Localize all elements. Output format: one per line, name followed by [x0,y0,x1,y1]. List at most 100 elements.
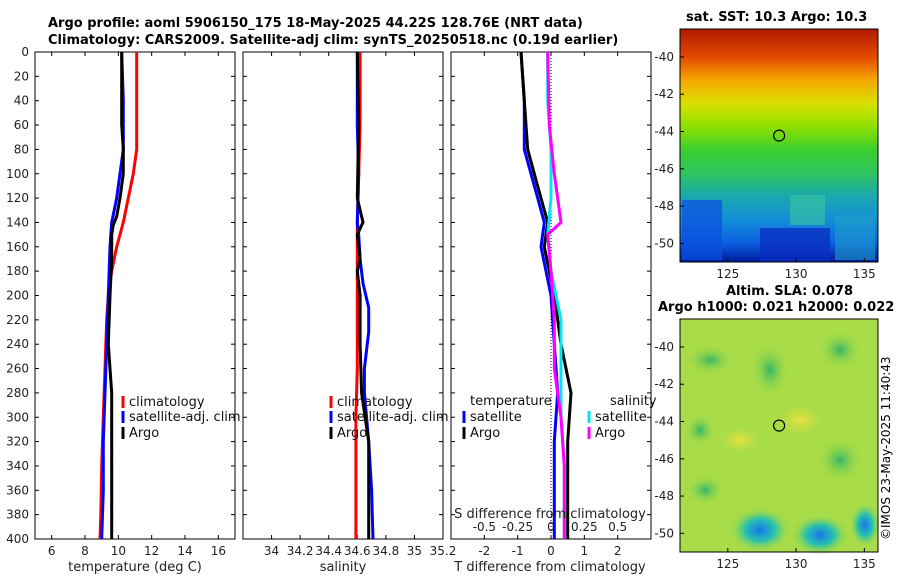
salinity-axes [242,51,444,540]
temperature-axes [34,51,236,540]
depth-tick-label: 240 [6,337,29,351]
depth-tick-label: 200 [6,289,29,303]
depth-tick-label: 140 [6,215,29,229]
sst-map: -40 -42 -44 -46 -48 -50 125 130 135 [654,28,879,281]
depth-tick-label: 280 [6,386,29,400]
xtick-label: 34.8 [372,544,399,558]
temperature-legend: climatology satellite-adj. clim Argo [121,395,241,441]
xtick-label: 0 [547,544,555,558]
lat-tick-label: -40 [654,340,674,354]
legend-s-argo: Argo [595,426,625,441]
legend-argo: Argo [129,426,159,441]
sdiff-tick-label: 0.5 [608,520,627,534]
depth-tick-label: 180 [6,264,29,278]
depth-tick-label: 220 [6,313,29,327]
depth-tick-label: 260 [6,362,29,376]
xtick-label: 34.2 [287,544,314,558]
depth-tick-label: 380 [6,508,29,522]
depth-tick-label: 0 [21,45,29,59]
lon-tick-label: 125 [716,557,739,571]
depth-tick-label: 400 [6,532,29,546]
xtick-label: 12 [144,544,159,558]
lat-tick-label: -40 [654,50,674,64]
difference-legend: temperature satellite Argo salinity sate… [462,394,657,441]
xtick-label: 10 [111,544,126,558]
series-line-argo [106,52,125,539]
xtick-label: 35 [407,544,422,558]
lon-tick-label: 135 [853,557,876,571]
climatology-title: Climatology: CARS2009. Satellite-adj cli… [48,33,619,48]
legend-salinity-title: salinity [610,394,657,409]
xtick-label: 16 [211,544,226,558]
legend-climatology: climatology [129,395,205,410]
lat-tick-label: -50 [654,236,674,250]
lat-tick-label: -44 [654,125,674,139]
float-location-marker [772,129,786,142]
xtick-label: 1 [581,544,589,558]
lon-tick-label: 130 [785,557,808,571]
depth-tick-label: 60 [14,118,29,132]
legend-satellite: satellite-adj. clim [129,410,241,425]
lat-tick-label: -50 [654,526,674,540]
sdiff-tick-label: 0.25 [571,520,598,534]
depth-tick-label: 40 [14,94,29,108]
depth-tick-label: 160 [6,240,29,254]
xtick-label: 6 [48,544,56,558]
xtick-label: 34.4 [315,544,342,558]
sla-map-title: Altim. SLA: 0.078 [726,284,853,299]
legend-t-satellite: satellite [470,410,522,425]
lat-tick-label: -42 [654,87,674,101]
legend-argo: Argo [337,426,367,441]
xtick-label: 34.6 [344,544,371,558]
depth-tick-label: 360 [6,483,29,497]
series-line-temperature-satellite [519,51,560,539]
profile-title: Argo profile: aoml 5906150_175 18-May-20… [48,16,583,31]
lat-tick-label: -44 [654,415,674,429]
sdiff-xlabel: S difference from climatology [454,507,646,522]
depth-tick-label: 80 [14,142,29,156]
lat-tick-label: -48 [654,489,674,503]
legend-s-satellite: satellite [595,410,647,425]
depth-tick-label: 340 [6,459,29,473]
series-line-temperature-argo [519,51,573,539]
depth-tick-label: 20 [14,69,29,83]
sst-map-title: sat. SST: 10.3 Argo: 10.3 [686,10,868,25]
sla-map: -40 -42 -44 -46 -48 -50 125 130 135 [654,318,880,571]
lon-tick-label: 130 [785,267,808,281]
sdiff-tick-label: -0.5 [473,520,496,534]
xtick-label: 8 [81,544,89,558]
sla-argo-heights: Argo h1000: 0.021 h2000: 0.022 [658,300,895,315]
legend-satellite: satellite-adj. clim [337,410,449,425]
lat-tick-label: -46 [654,162,674,176]
lat-tick-label: -46 [654,452,674,466]
legend-t-argo: Argo [470,426,500,441]
lat-tick-label: -42 [654,377,674,391]
lat-tick-label: -48 [654,199,674,213]
depth-tick-label: 120 [6,191,29,205]
lon-tick-label: 125 [716,267,739,281]
series-line-salinity-argo [546,51,566,539]
xtick-label: 35.2 [430,544,457,558]
temperature-xlabel: temperature (deg C) [68,560,202,575]
xtick-label: -2 [478,544,490,558]
float-location-marker [772,419,786,432]
xtick-label: 14 [177,544,192,558]
xtick-label: -1 [512,544,524,558]
depth-tick-label: 100 [6,167,29,181]
depth-tick-label: 300 [6,410,29,424]
xtick-label: 2 [614,544,622,558]
series-line-argo [355,51,371,539]
salinity-xlabel: salinity [320,560,367,575]
legend-climatology: climatology [337,395,413,410]
tdiff-xlabel: T difference from climatology [453,560,646,575]
depth-tick-label: 320 [6,435,29,449]
xtick-label: 34 [264,544,279,558]
legend-temperature-title: temperature [470,394,552,409]
sdiff-tick-label: -0.25 [502,520,533,534]
lon-tick-label: 135 [853,267,876,281]
salinity-panel: 34 34.2 34.4 34.6 34.8 35 35.2 [242,51,457,558]
salinity-legend: climatology satellite-adj. clim Argo [329,395,449,441]
temperature-panel: 6 8 10 12 14 16 [34,51,236,558]
